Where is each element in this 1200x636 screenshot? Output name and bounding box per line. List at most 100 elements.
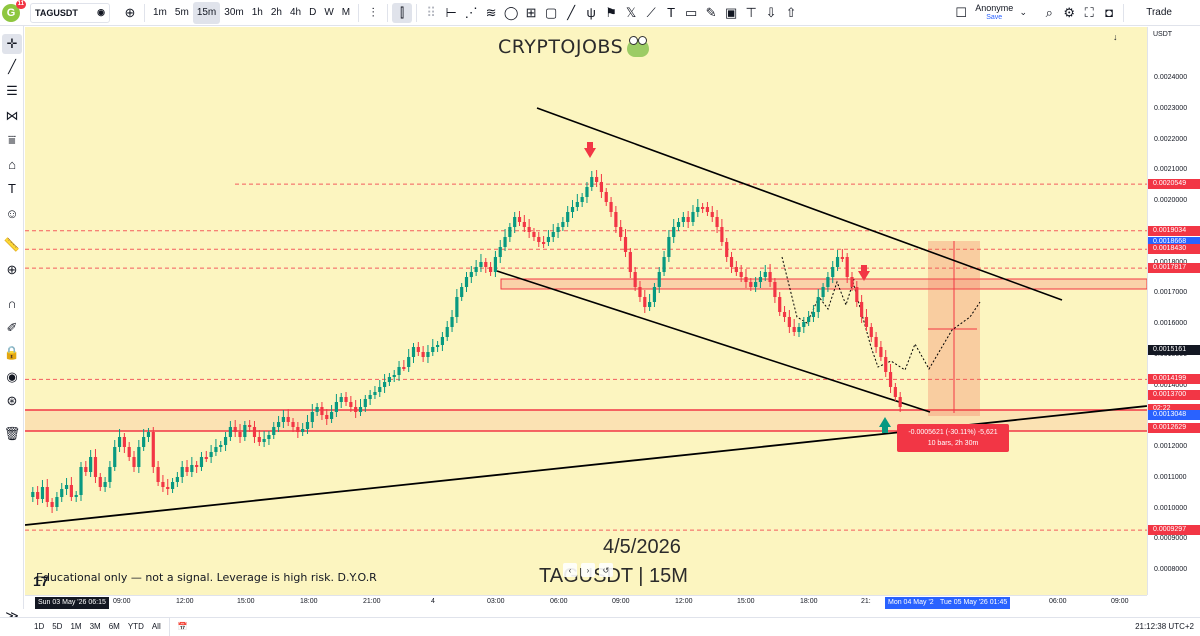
- chart-canvas[interactable]: [25, 27, 1147, 595]
- interval-W[interactable]: W: [324, 7, 334, 18]
- indicator-settings-icon[interactable]: ⫶: [371, 4, 375, 20]
- calendar-icon[interactable]: 📅: [177, 622, 188, 631]
- object-tree-icon[interactable]: ⊛: [6, 393, 18, 408]
- shapes-icon[interactable]: ⌂: [8, 156, 16, 172]
- candle-body: [754, 282, 758, 287]
- tradingview-logo-icon[interactable]: 17: [33, 573, 49, 589]
- step-back-icon[interactable]: ‹: [563, 563, 577, 577]
- range-5d[interactable]: 5D: [52, 622, 63, 631]
- interval-30m[interactable]: 30m: [224, 7, 244, 18]
- price-tick: 0.0016000: [1154, 320, 1188, 327]
- candle-body: [175, 477, 179, 482]
- range-3m[interactable]: 3M: [89, 622, 101, 631]
- date-range-icon[interactable]: ⊢: [445, 4, 457, 20]
- reset-icon[interactable]: ↺: [599, 563, 613, 577]
- chevron-down-icon[interactable]: ⌄: [1019, 7, 1027, 17]
- image-icon[interactable]: ▣: [724, 4, 738, 20]
- candle-body: [190, 465, 194, 472]
- emoji-icon[interactable]: ☺: [5, 205, 19, 221]
- time-tick: 03:00: [487, 598, 505, 605]
- eye-icon[interactable]: ◉: [97, 7, 105, 17]
- eye-icon[interactable]: ◉: [6, 369, 18, 384]
- interval-1m[interactable]: 1m: [153, 7, 167, 18]
- candle-body: [821, 287, 825, 297]
- lock-icon[interactable]: 🔒: [3, 345, 21, 360]
- fib-icon[interactable]: ≋: [485, 4, 497, 20]
- measure-icon[interactable]: ⊞: [525, 4, 537, 20]
- camera-icon[interactable]: ◘: [1105, 5, 1114, 20]
- trendline-icon[interactable]: ╱: [567, 4, 576, 20]
- candle-body: [493, 257, 498, 272]
- range-1d[interactable]: 1D: [34, 622, 45, 631]
- divider: [168, 617, 170, 636]
- pitchfork-icon[interactable]: ψ: [586, 5, 596, 20]
- gear-icon[interactable]: ⚙: [1063, 4, 1076, 20]
- price-tick: 0.0012000: [1154, 443, 1188, 450]
- candles-icon[interactable]: ⫿: [392, 2, 413, 23]
- candle-body: [696, 207, 700, 212]
- candle-body: [373, 392, 377, 395]
- trendline-icon[interactable]: ╱: [8, 59, 16, 74]
- candle-body: [850, 277, 854, 287]
- range-ytd[interactable]: YTD: [127, 622, 144, 631]
- time-tick: 18:00: [300, 598, 318, 605]
- zoom-icon[interactable]: ⊕: [6, 262, 18, 277]
- candle-body: [802, 322, 806, 327]
- pattern-icon[interactable]: ⋈: [5, 108, 19, 123]
- interval-2h[interactable]: 2h: [270, 7, 282, 18]
- text-tool-icon[interactable]: T: [8, 180, 16, 196]
- clock[interactable]: 21:12:38 UTC+2: [1135, 622, 1194, 631]
- time-axis[interactable]: 09:00 12:00 15:00 18:00 21:00 4 03:00 06:00 09:0…: [25, 595, 1147, 609]
- chart-pane[interactable]: CRYPTOJOBS 4/5/2026 TAGUSDT | 15M Educat…: [25, 27, 1147, 595]
- fib-tools-icon[interactable]: ⩸: [8, 132, 16, 147]
- scroll-down-icon[interactable]: ↓: [1113, 32, 1118, 42]
- interval-M[interactable]: M: [341, 7, 351, 18]
- interval-D[interactable]: D: [309, 7, 317, 18]
- text-icon[interactable]: T: [667, 5, 676, 20]
- crosshair-icon[interactable]: ✛: [2, 34, 22, 54]
- interval-15m[interactable]: 15m: [192, 1, 221, 24]
- candle-body: [137, 447, 141, 467]
- add-symbol-icon[interactable]: ⊕: [124, 4, 136, 20]
- candle-body: [522, 222, 526, 227]
- logo-icon[interactable]: G 11: [2, 0, 26, 22]
- path-icon[interactable]: ⋰: [464, 4, 478, 20]
- ruler-icon[interactable]: ⟋: [646, 4, 656, 20]
- search-icon[interactable]: ⌕: [1045, 4, 1053, 20]
- brush-icon[interactable]: ✎: [705, 4, 717, 20]
- interval-4h[interactable]: 4h: [289, 7, 302, 18]
- magnet-icon[interactable]: ∩: [7, 295, 17, 311]
- rectangle-icon[interactable]: ▢: [544, 4, 558, 20]
- symbol-search[interactable]: TAGUSDT ◉: [30, 2, 110, 23]
- candle-body: [117, 437, 122, 447]
- candle-body: [358, 407, 363, 412]
- step-forward-icon[interactable]: ›: [581, 563, 595, 577]
- layout-checkbox-icon[interactable]: ☐: [955, 4, 968, 20]
- flag-icon[interactable]: ⚑: [605, 4, 617, 20]
- ruler-icon[interactable]: 📏: [3, 237, 21, 252]
- note-icon[interactable]: ⊤: [745, 4, 757, 20]
- comment-icon[interactable]: ▭: [684, 4, 698, 20]
- trade-button[interactable]: Trade: [1146, 7, 1172, 18]
- candle-body: [638, 287, 642, 297]
- candle-body: [156, 467, 160, 482]
- arrow-down-icon[interactable]: ⇩: [765, 4, 777, 20]
- drag-handle-icon[interactable]: ⠿: [426, 4, 436, 20]
- range-6m[interactable]: 6M: [108, 622, 120, 631]
- price-axis[interactable]: USDT 0.0024000 0.0023000 0.0022000 0.002100…: [1147, 27, 1200, 595]
- fullscreen-icon[interactable]: ⛶: [1084, 4, 1094, 20]
- trash-icon[interactable]: 🗑: [3, 426, 21, 441]
- candle-body: [407, 357, 411, 367]
- arrow-up-icon[interactable]: ⇧: [785, 4, 797, 20]
- pencil-lock-icon[interactable]: ✐: [6, 320, 18, 335]
- range-all[interactable]: All: [151, 622, 161, 631]
- x-icon[interactable]: 𝕏: [625, 4, 637, 20]
- interval-1h[interactable]: 1h: [251, 7, 263, 18]
- candle-body: [214, 447, 218, 452]
- horizontal-lines-icon[interactable]: ☰: [6, 83, 18, 98]
- user-menu[interactable]: Anonyme Save: [975, 3, 1013, 23]
- ellipse-icon[interactable]: ◯: [503, 4, 519, 20]
- range-1m[interactable]: 1M: [70, 622, 82, 631]
- currency-label[interactable]: USDT: [1153, 31, 1173, 38]
- interval-5m[interactable]: 5m: [174, 7, 189, 18]
